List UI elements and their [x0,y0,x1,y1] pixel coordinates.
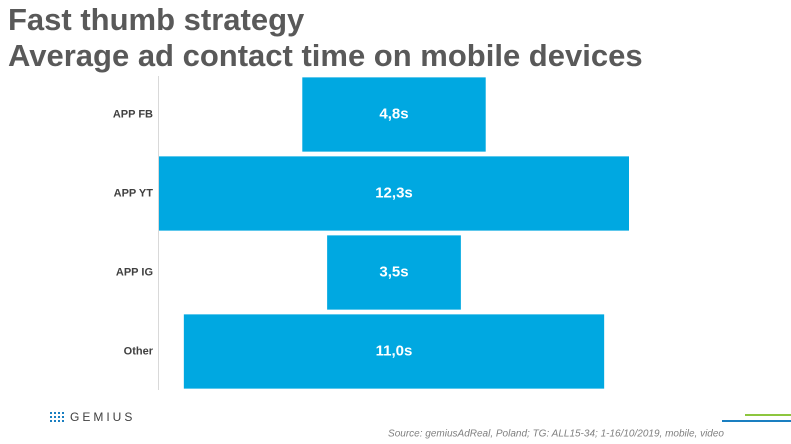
bar [159,156,629,231]
logo-icon [50,412,64,422]
bar [302,77,486,152]
bar [327,235,461,310]
category-label: APP YT [114,187,154,199]
source-note: Source: gemiusAdReal, Poland; TG: ALL15-… [388,429,724,440]
logo-text: GEMIUS [70,410,135,424]
value-label: 11,0s [376,342,413,359]
value-label: 3,5s [379,263,408,280]
value-label: 12,3s [375,184,413,201]
chart-title: Fast thumb strategy [8,2,305,37]
chart-subtitle: Average ad contact time on mobile device… [8,38,643,73]
category-label: Other [124,345,154,357]
value-label: 4,8s [379,105,408,122]
bar [183,314,605,389]
category-label: APP FB [113,108,153,120]
category-label: APP IG [116,266,153,278]
